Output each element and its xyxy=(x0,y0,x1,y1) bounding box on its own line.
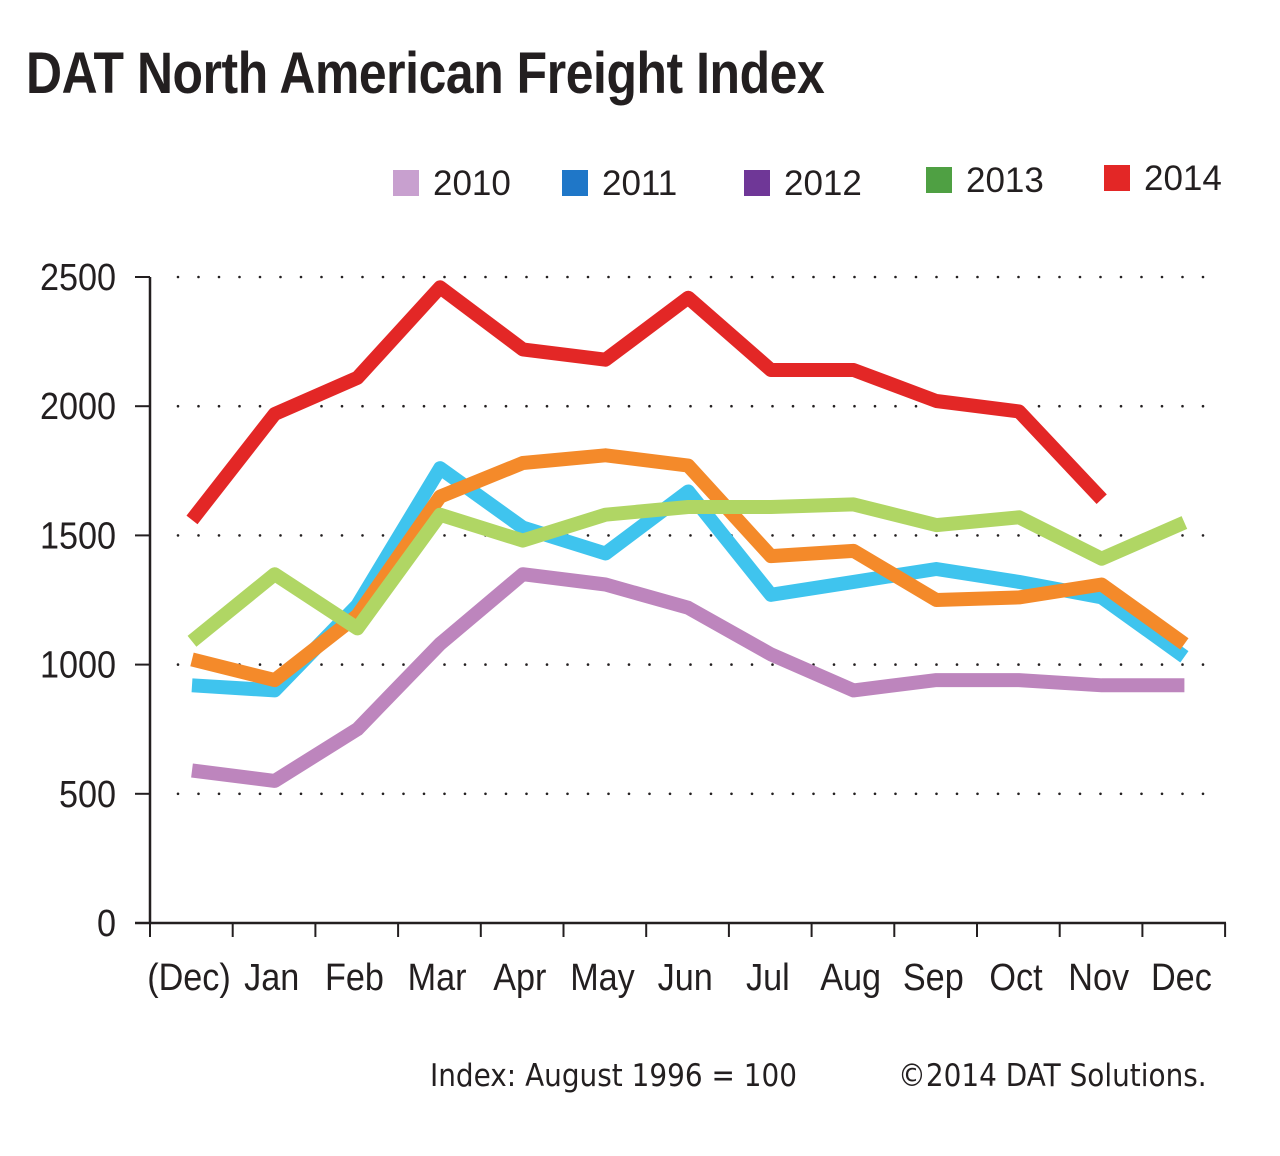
legend-label-2014: 2014 xyxy=(1144,159,1222,198)
y-tick-label: 2500 xyxy=(40,255,116,298)
legend-label-2012: 2012 xyxy=(784,164,862,203)
x-tick-label: Jul xyxy=(746,955,790,998)
y-tick-label: 1500 xyxy=(40,514,116,557)
x-tick-label: Aug xyxy=(820,955,881,998)
legend-label-2010: 2010 xyxy=(433,164,511,203)
x-tick-label: Apr xyxy=(493,955,546,998)
series-line-2013 xyxy=(187,497,1188,647)
x-tick-label: Feb xyxy=(325,955,384,998)
x-tick-label: Sep xyxy=(903,955,964,998)
legend-label-2013: 2013 xyxy=(966,161,1044,200)
x-tick-label: Jan xyxy=(244,955,299,998)
y-tick-label: 1000 xyxy=(40,643,116,686)
y-tick-label: 2000 xyxy=(40,385,116,428)
y-tick-label: 500 xyxy=(59,772,116,815)
y-tick-labels: 0 500 1000 1500 2000 2500 xyxy=(40,255,116,944)
copyright-text: ©2014 DAT Solutions. xyxy=(898,1058,1207,1094)
x-tick-labels: (Dec) Jan Feb Mar Apr May Jun Jul Aug Sep Oct Nov De… xyxy=(147,955,1212,998)
index-note: Index: August 1996 = 100 xyxy=(430,1058,797,1094)
x-tick-label: Jun xyxy=(658,955,713,998)
legend-label-2011: 2011 xyxy=(602,164,677,203)
x-tick-label: Dec xyxy=(1151,955,1212,998)
series-line-2014 xyxy=(186,280,1107,525)
legend-swatch-2013 xyxy=(926,167,952,193)
legend-swatch-2011 xyxy=(562,170,588,196)
series-lines xyxy=(186,280,1189,788)
x-tick-label: Oct xyxy=(989,955,1042,998)
legend-swatch-2014 xyxy=(1104,165,1130,191)
series-line-2010 xyxy=(191,567,1185,788)
legend-swatch-2012 xyxy=(744,170,770,196)
axes xyxy=(135,276,1227,937)
legend-swatch-2010 xyxy=(393,170,419,196)
legend: 2010 2011 2012 2013 2014 xyxy=(393,159,1222,203)
x-tick-label: Nov xyxy=(1068,955,1129,998)
chart-title: DAT North American Freight Index xyxy=(26,41,825,106)
y-tick-label: 0 xyxy=(97,901,116,944)
x-tick-label: (Dec) xyxy=(147,955,231,998)
x-tick-label: Mar xyxy=(408,955,467,998)
x-tick-label: May xyxy=(570,955,635,998)
series-line-2012 xyxy=(190,448,1189,688)
